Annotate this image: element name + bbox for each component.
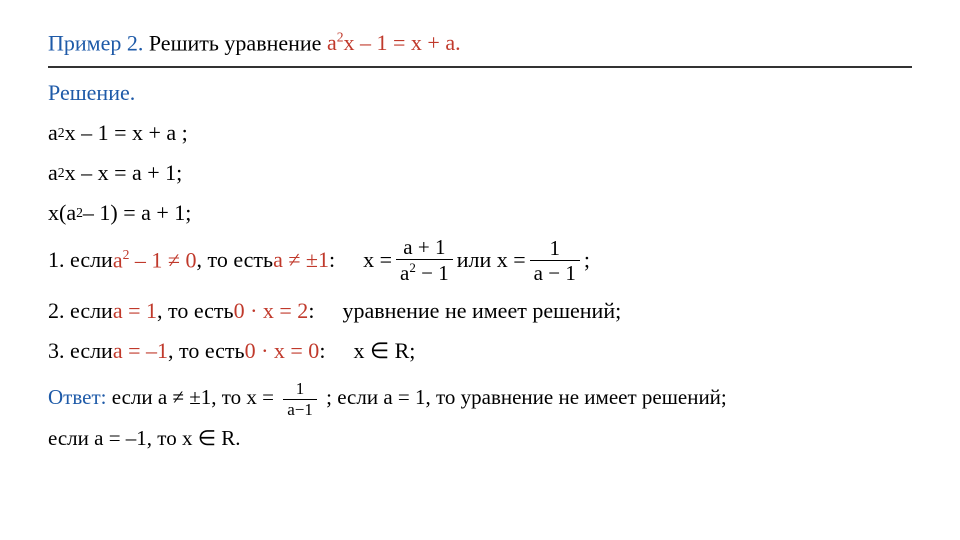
case3-expr: 0 · x = 0 bbox=[245, 338, 320, 364]
case-2: 2. если a = 1 , то есть 0 · x = 2 : урав… bbox=[48, 298, 912, 324]
case3-mid: , то есть bbox=[168, 338, 245, 364]
case2-expr: 0 · x = 2 bbox=[234, 298, 309, 324]
case3-result: x ∈ R; bbox=[353, 338, 415, 364]
step-1: a2x – 1 = x + a ; bbox=[48, 120, 912, 146]
case2-result: уравнение не имеет решений; bbox=[342, 298, 621, 324]
case2-cond: a = 1 bbox=[113, 298, 157, 324]
case-1: 1. если a2 – 1 ≠ 0 , то есть a ≠ ±1 : x … bbox=[48, 236, 912, 284]
answer-fraction: 1a−1 bbox=[283, 380, 317, 419]
case2-mid: , то есть bbox=[157, 298, 234, 324]
case3-prefix: 3. если bbox=[48, 338, 113, 364]
title-label: Пример 2. bbox=[48, 30, 143, 55]
fraction-2: 1 a − 1 bbox=[530, 237, 580, 284]
answer-block: Ответ: если a ≠ ±1, то x = 1a−1 ; если a… bbox=[48, 378, 912, 458]
case1-prefix: 1. если bbox=[48, 247, 113, 273]
answer-p1: если a ≠ ±1, то x = bbox=[106, 385, 279, 409]
fraction-1: a + 1 a2 − 1 bbox=[396, 236, 453, 284]
step-2: a2x – x = a + 1; bbox=[48, 160, 912, 186]
divider-top bbox=[48, 66, 912, 68]
case2-prefix: 2. если bbox=[48, 298, 113, 324]
case3-colon: : bbox=[319, 338, 325, 364]
example-title: Пример 2. Решить уравнение a2x – 1 = x +… bbox=[48, 30, 912, 56]
case2-colon: : bbox=[308, 298, 314, 324]
case1-colon: : bbox=[329, 247, 335, 273]
step-3: x(a2 – 1) = a + 1; bbox=[48, 200, 912, 226]
solution-heading: Решение. bbox=[48, 80, 912, 106]
case1-cond2: a ≠ ±1 bbox=[273, 247, 329, 273]
title-text: Решить уравнение bbox=[143, 30, 327, 55]
case1-result: x = a + 1 a2 − 1 или x = 1 a − 1 ; bbox=[363, 236, 590, 284]
answer-label: Ответ: bbox=[48, 385, 106, 409]
title-equation: a2x – 1 = x + a. bbox=[327, 30, 461, 55]
case-3: 3. если a = –1 , то есть 0 · x = 0 : x ∈… bbox=[48, 338, 912, 364]
case1-mid: , то есть bbox=[197, 247, 274, 273]
case1-cond1: a2 – 1 ≠ 0 bbox=[113, 247, 197, 273]
answer-p3: если a = –1, то x ∈ R. bbox=[48, 419, 912, 459]
case3-cond: a = –1 bbox=[113, 338, 168, 364]
answer-p2: ; если a = 1, то уравнение не имеет реше… bbox=[321, 385, 727, 409]
